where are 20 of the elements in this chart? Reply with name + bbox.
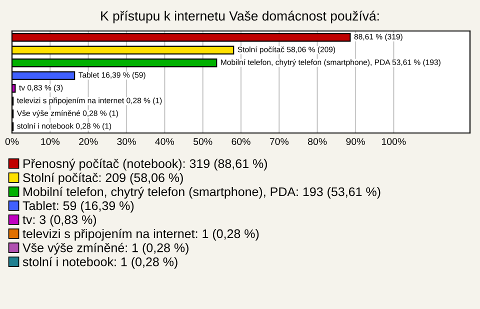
x-tick-label: 40%: [155, 138, 174, 145]
chart-title: K přístupu k internetu Vaše domácnost používá:: [101, 10, 379, 24]
legend-label: Tablet: 59 (16,39 %): [22, 200, 134, 213]
legend-label: Stolní počítač: 209 (58,06 %): [23, 172, 183, 185]
x-tick-label: 50%: [193, 138, 212, 145]
legend-label: stolní i notebook: 1 (0,28 %): [22, 256, 178, 269]
x-tick-label: 100%: [382, 138, 406, 145]
legend-label: Přenosný počítač (notebook): 319 (88,61 %): [24, 158, 268, 171]
legend-label: televizi s připojením na internet: 1 (0,28 %): [22, 228, 259, 241]
legend-label: Vše výše zmíněné: 1 (0,28 %): [22, 242, 188, 255]
legend-label: tv: 3 (0,83 %): [22, 214, 96, 227]
x-tick-label: 10%: [41, 138, 60, 145]
x-tick-label: 60%: [232, 138, 250, 145]
legend-label: Mobilní telefon, chytrý telefon (smartphone), PDA: 193 (53,61 %): [24, 186, 380, 199]
x-tick-label: 70%: [270, 138, 289, 145]
x-tick-label: 20%: [79, 138, 98, 145]
x-tick-label: 0%: [5, 138, 19, 145]
x-tick-label: 30%: [117, 138, 136, 145]
x-tick-label: 90%: [346, 138, 365, 145]
x-tick-label: 80%: [308, 138, 327, 145]
